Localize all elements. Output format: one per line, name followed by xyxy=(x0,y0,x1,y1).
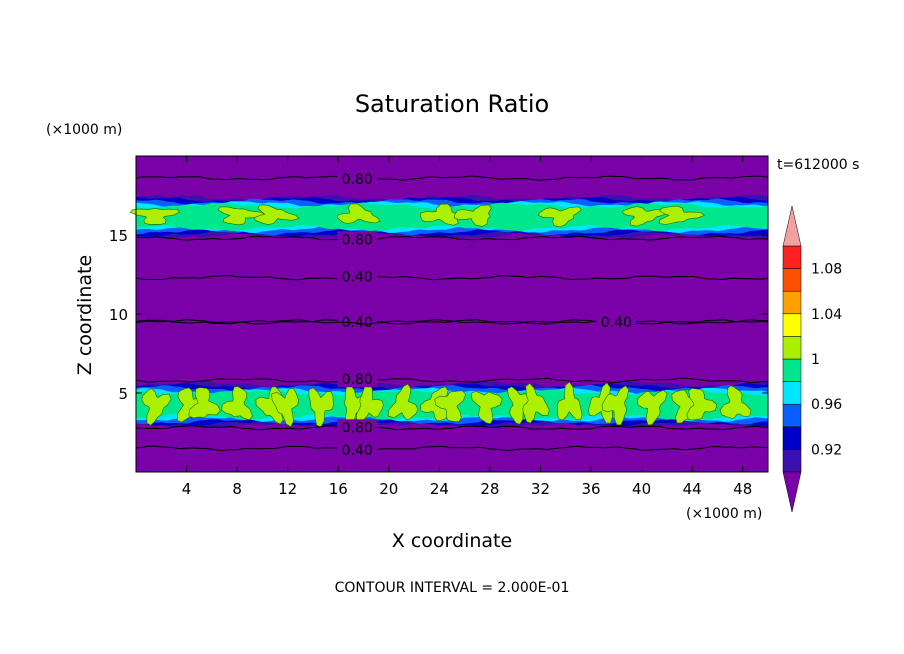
x-tick-label: 12 xyxy=(278,480,297,498)
colorbar-swatch xyxy=(782,449,802,473)
colorbar-high-arrow xyxy=(782,205,802,247)
colorbar-label: 1.08 xyxy=(811,262,842,278)
plot-area xyxy=(129,156,768,472)
upper-saturated-layer-cell xyxy=(537,206,582,228)
upper-saturated-layer-cell xyxy=(129,208,181,225)
colorbar-swatch xyxy=(782,268,802,292)
colorbar-swatch xyxy=(782,245,802,269)
y-tick-label: 15 xyxy=(109,227,128,245)
colorbar-swatch xyxy=(782,313,802,337)
contour-label-bg xyxy=(337,313,378,330)
x-tick-label: 32 xyxy=(531,480,550,498)
contour-label: 0.40 xyxy=(601,315,632,331)
lower-saturated-layer-cell xyxy=(221,386,253,421)
colorbar-swatch xyxy=(782,403,802,428)
lower-saturated-layer-cell xyxy=(719,385,752,419)
x-tick-label: 28 xyxy=(480,480,499,498)
lower-saturated-layer-cell xyxy=(556,381,583,421)
colorbar-label: 0.92 xyxy=(811,442,842,458)
lower-saturated-layer-cell xyxy=(271,388,299,428)
contour-label-bg xyxy=(596,314,637,331)
y-tick-label: 5 xyxy=(118,385,128,403)
contour-label-bg xyxy=(337,268,378,285)
contour-line xyxy=(135,175,769,181)
x-tick-label: 16 xyxy=(329,480,348,498)
lower-saturated-layer-cell xyxy=(522,382,550,424)
y-tick-label: 10 xyxy=(109,306,128,324)
lower-saturated-layer-cell xyxy=(141,388,172,426)
upper-saturated-layer-cell xyxy=(217,206,266,226)
contour-label: 0.40 xyxy=(342,269,373,285)
colorbar-swatch xyxy=(782,426,802,450)
lower-saturated-layer-cell xyxy=(434,390,466,422)
contour-label: 0.40 xyxy=(342,443,373,459)
contour-label: 0.80 xyxy=(342,420,373,436)
colorbar-low-arrow xyxy=(782,471,802,513)
contour-lines: 0.800.800.400.40 0.400.800.800.40 xyxy=(135,170,769,459)
x-unit-label: (×1000 m) xyxy=(686,506,762,522)
contour-label: 0.80 xyxy=(342,172,373,188)
x-tick-label: 8 xyxy=(232,480,242,498)
lower-saturated-layer-cell xyxy=(588,382,614,424)
x-tick-label: 40 xyxy=(632,480,651,498)
lower-saturated-layer-cell xyxy=(507,386,537,425)
lower-saturated-layer-cell xyxy=(636,389,668,426)
contour-interval-note: CONTOUR INTERVAL = 2.000E-01 xyxy=(335,580,570,596)
x-axis-label: X coordinate xyxy=(392,530,512,552)
x-tick-label: 44 xyxy=(683,480,702,498)
colorbar-label: 1 xyxy=(811,352,820,368)
x-tick-label: 20 xyxy=(379,480,398,498)
upper-saturated-layer-cell xyxy=(254,204,300,225)
upper-saturated-layer-cell xyxy=(336,203,381,224)
lower-saturated-layer-cell xyxy=(601,385,630,426)
x-tick-label: 36 xyxy=(581,480,600,498)
lower-saturated-layer-cell xyxy=(388,383,419,420)
x-tick-label: 24 xyxy=(430,480,449,498)
contour-label: 0.80 xyxy=(342,232,373,248)
contour-line xyxy=(135,377,769,384)
contour-line xyxy=(135,235,769,241)
lower-saturated-layer-cell xyxy=(686,387,718,421)
lower-saturated-layer-cell xyxy=(308,387,334,428)
chart-title: Saturation Ratio xyxy=(355,90,549,118)
x-tick-label: 4 xyxy=(182,480,192,498)
contour-label-bg xyxy=(337,442,378,459)
contour-label-bg xyxy=(337,419,378,436)
time-label: t=612000 s xyxy=(777,157,859,173)
contour-label-bg xyxy=(337,371,378,388)
upper-saturated-layer-cell xyxy=(419,203,459,226)
contour-line xyxy=(135,274,769,281)
upper-saturated-layer-cell xyxy=(621,206,669,227)
lower-saturated-layer-cell xyxy=(470,390,503,425)
contour-line xyxy=(135,319,769,325)
upper-saturated-layer-cell xyxy=(658,205,705,225)
y-unit-label: (×1000 m) xyxy=(46,122,122,138)
colorbar-swatch xyxy=(782,358,802,382)
contour-line xyxy=(135,425,769,431)
colorbar-swatch xyxy=(782,290,802,315)
contour-label: 0.80 xyxy=(342,372,373,388)
lower-saturated-layer-cell xyxy=(188,387,221,419)
contour-label-bg xyxy=(337,170,378,187)
y-axis-label: Z coordinate xyxy=(74,255,96,375)
contour-label-bg xyxy=(337,231,378,248)
contour-line xyxy=(135,445,769,452)
upper-saturated-layer-cell xyxy=(453,204,492,227)
lower-saturated-layer-cell xyxy=(356,382,384,423)
colorbar-label: 0.96 xyxy=(811,397,842,413)
colorbar-swatch xyxy=(782,336,802,360)
colorbar: 0.92 0.96 1 1.04 1.08 xyxy=(782,205,842,513)
colorbar-swatch xyxy=(782,381,802,405)
colorbar-label: 1.04 xyxy=(811,307,842,323)
x-tick-label: 48 xyxy=(733,480,752,498)
